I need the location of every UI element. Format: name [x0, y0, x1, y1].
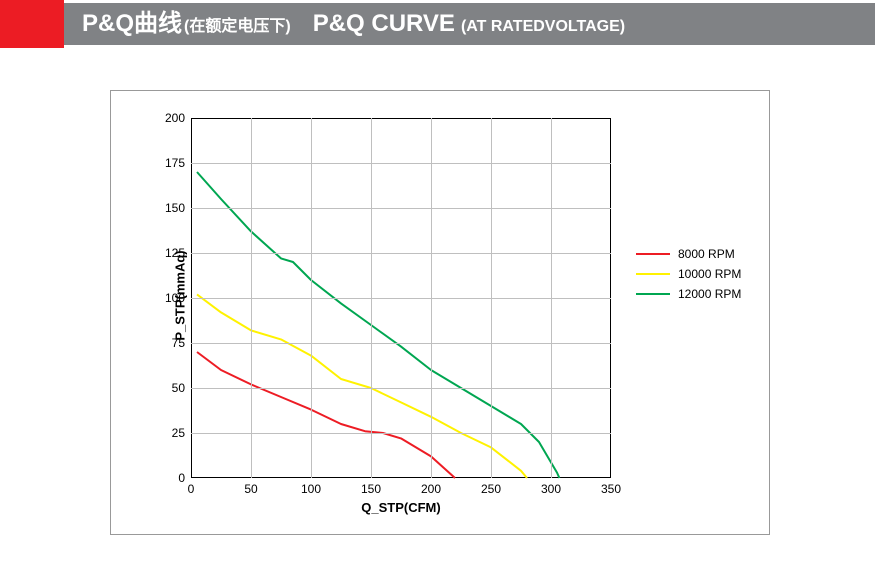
- gridline-vertical: [431, 118, 432, 478]
- legend-swatch: [636, 293, 670, 295]
- gridline-horizontal: [191, 253, 611, 254]
- legend-swatch: [636, 253, 670, 255]
- title-cn-main: P&Q曲线: [82, 3, 182, 45]
- gridline-vertical: [251, 118, 252, 478]
- series-line: [197, 352, 455, 478]
- legend-label: 12000 RPM: [678, 287, 741, 301]
- x-tick-label: 250: [481, 482, 501, 496]
- plot-area: 0255075100125150175200050100150200250300…: [191, 118, 611, 478]
- x-tick-label: 300: [541, 482, 561, 496]
- accent-block: [0, 0, 64, 48]
- legend: 8000 RPM 10000 RPM 12000 RPM: [636, 241, 741, 307]
- gridline-horizontal: [191, 298, 611, 299]
- y-tick-label: 50: [172, 381, 185, 395]
- gridline-vertical: [551, 118, 552, 478]
- x-tick-label: 350: [601, 482, 621, 496]
- chart-frame: 0255075100125150175200050100150200250300…: [110, 90, 770, 535]
- gridline-vertical: [491, 118, 492, 478]
- gridline-horizontal: [191, 208, 611, 209]
- title-en-sub: (AT RATEDVOLTAGE): [461, 6, 625, 48]
- gridline-vertical: [311, 118, 312, 478]
- y-tick-label: 200: [165, 111, 185, 125]
- legend-item: 8000 RPM: [636, 247, 741, 261]
- gridline-horizontal: [191, 388, 611, 389]
- title-bar: P&Q曲线 (在额定电压下) P&Q CURVE (AT RATEDVOLTAG…: [64, 3, 875, 45]
- x-tick-label: 200: [421, 482, 441, 496]
- title-en-main: P&Q CURVE: [313, 3, 455, 45]
- legend-label: 10000 RPM: [678, 267, 741, 281]
- title-cn-sub: (在额定电压下): [184, 6, 291, 48]
- y-tick-label: 175: [165, 156, 185, 170]
- gridline-vertical: [371, 118, 372, 478]
- y-tick-label: 25: [172, 426, 185, 440]
- x-tick-label: 50: [244, 482, 257, 496]
- y-tick-label: 0: [178, 471, 185, 485]
- series-line: [197, 294, 527, 478]
- x-tick-label: 150: [361, 482, 381, 496]
- legend-item: 10000 RPM: [636, 267, 741, 281]
- legend-label: 8000 RPM: [678, 247, 735, 261]
- legend-swatch: [636, 273, 670, 275]
- header-bar: P&Q曲线 (在额定电压下) P&Q CURVE (AT RATEDVOLTAG…: [0, 0, 875, 48]
- x-axis-label: Q_STP(CFM): [361, 500, 440, 515]
- x-tick-label: 0: [188, 482, 195, 496]
- legend-item: 12000 RPM: [636, 287, 741, 301]
- gridline-horizontal: [191, 163, 611, 164]
- gridline-horizontal: [191, 433, 611, 434]
- y-axis-label: P_STP(mmAq): [173, 250, 188, 340]
- x-tick-label: 100: [301, 482, 321, 496]
- y-tick-label: 150: [165, 201, 185, 215]
- gridline-horizontal: [191, 343, 611, 344]
